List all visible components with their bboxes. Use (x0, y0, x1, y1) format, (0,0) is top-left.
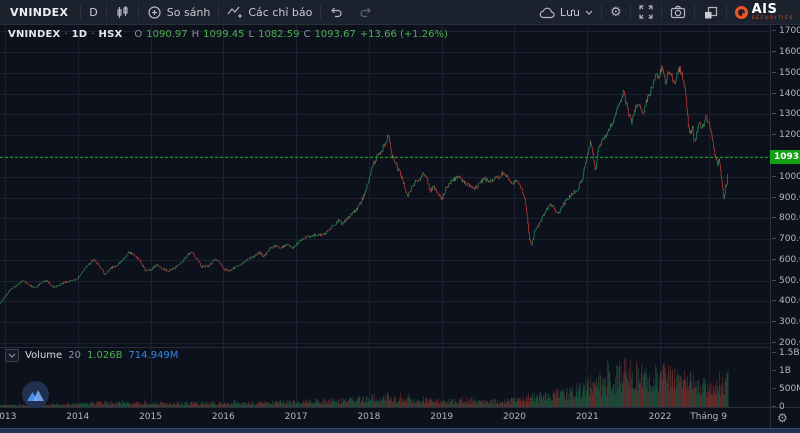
time-tick-label: 2016 (211, 412, 235, 422)
settings-button[interactable]: ⚙ (602, 0, 630, 25)
price-tick-label: 1600.00 (771, 47, 800, 57)
fullscreen-icon (639, 5, 653, 19)
time-tick-label: 2019 (430, 412, 454, 422)
candlestick-icon (117, 5, 128, 18)
time-tick-label: 2015 (139, 412, 162, 422)
indicators-label: Các chỉ báo (248, 5, 313, 19)
price-tick-label: 1400.00 (771, 89, 800, 99)
layout-button[interactable] (695, 0, 726, 25)
time-scale[interactable] (0, 407, 800, 428)
toolbar-separator (105, 4, 107, 20)
redo-button[interactable] (351, 0, 381, 25)
scales-settings-button[interactable]: ⚙ (777, 411, 788, 425)
chevron-down-icon (8, 353, 16, 358)
volume-tick-label: 1.5B (771, 348, 800, 358)
time-tick-label: 2018 (357, 412, 381, 422)
compare-button[interactable]: So sánh (139, 0, 219, 25)
price-tick-label: 600.00 (771, 255, 800, 265)
price-scale[interactable] (770, 25, 800, 428)
toolbar-separator (693, 4, 695, 20)
brand-name: AIS (751, 1, 778, 17)
toolbar-separator (629, 4, 631, 20)
price-tick-label: 1700.00 (771, 26, 800, 36)
brand-subtitle: SECURITIES (751, 15, 794, 21)
open-value: 1090.97 (146, 29, 188, 40)
change-value: +13.66 (+1.26%) (359, 29, 448, 40)
time-tick-label: Tháng 9 (690, 412, 727, 422)
chevron-down-icon (585, 10, 593, 15)
volume-tick-label: 1B (771, 366, 791, 376)
close-value: 1093.67 (314, 29, 356, 40)
legend-symbol[interactable]: VNINDEX (8, 29, 61, 40)
cloud-icon (539, 7, 555, 18)
price-tick-label: 1500.00 (771, 68, 800, 78)
current-price-label: 1093.67 (770, 150, 800, 165)
price-tick-label: 300.00 (771, 317, 800, 327)
snapshot-button[interactable] (662, 0, 694, 25)
price-tick-label: 800.00 (771, 213, 800, 223)
gear-icon: ⚙ (777, 411, 788, 425)
legend-exchange: HSX (98, 29, 123, 40)
price-legend: VNINDEX · 1D · HSX O 1090.97 H 1099.45 L… (8, 29, 448, 40)
volume-tick-label: 0 (771, 402, 785, 412)
high-value: 1099.45 (203, 29, 245, 40)
legend-interval: 1D (71, 29, 88, 40)
brand-ring-icon (734, 5, 748, 19)
fullscreen-button[interactable] (631, 0, 661, 25)
volume-legend: Volume 20 1.026B 714.949M (5, 349, 178, 362)
gear-icon: ⚙ (609, 4, 622, 20)
undo-button[interactable] (321, 0, 351, 25)
indicators-wave-icon (227, 6, 243, 18)
symbol-button[interactable]: VNINDEX (10, 5, 69, 19)
broker-logo-button[interactable] (22, 381, 49, 408)
time-tick-label: 2021 (575, 412, 599, 422)
volume-collapse-button[interactable] (5, 349, 19, 362)
volume-tick-label: 500M (771, 384, 800, 394)
toolbar-separator (320, 4, 322, 20)
window-bottom-edge (0, 428, 800, 433)
price-tick-label: 400.00 (771, 296, 800, 306)
time-tick-label: 2014 (66, 412, 90, 422)
toolbar-separator (600, 4, 602, 20)
redo-icon (360, 7, 372, 18)
toolbar-separator (80, 4, 82, 20)
volume-ma-value: 714.949M (128, 350, 179, 361)
toolbar-right-group: Lưu ⚙ (531, 0, 800, 25)
toolbar-separator (725, 4, 727, 20)
price-tick-label: 1000.00 (771, 172, 800, 182)
camera-icon (670, 5, 685, 19)
price-tick-label: 700.00 (771, 234, 800, 244)
layout-icon (704, 6, 717, 18)
chart-area: VNINDEX · 1D · HSX O 1090.97 H 1099.45 L… (0, 25, 800, 433)
compare-label: So sánh (166, 5, 211, 19)
compare-plus-icon (148, 5, 161, 19)
brand-logo: AIS SECURITIES (727, 3, 800, 22)
save-button[interactable]: Lưu (531, 0, 601, 25)
indicators-button[interactable]: Các chỉ báo (219, 0, 320, 25)
price-tick-label: 1200.00 (771, 130, 800, 140)
volume-label: Volume (25, 350, 63, 361)
top-toolbar: VNINDEX D So sánh Các chỉ báo (0, 0, 800, 25)
volume-ma-length: 20 (68, 350, 81, 361)
chart-style-button[interactable] (107, 0, 138, 25)
volume-value: 1.026B (86, 350, 123, 361)
price-tick-label: 1300.00 (771, 109, 800, 119)
time-tick-label: 2013 (0, 412, 17, 422)
toolbar-separator (137, 4, 139, 20)
toolbar-separator (218, 4, 220, 20)
price-tick-label: 500.00 (771, 276, 800, 286)
price-tick-label: 900.00 (771, 193, 800, 203)
low-value: 1082.59 (258, 29, 300, 40)
price-chart-canvas[interactable] (0, 25, 770, 433)
time-tick-label: 2020 (503, 412, 526, 422)
save-label: Lưu (559, 5, 580, 19)
time-tick-label: 2022 (648, 412, 672, 422)
undo-icon (331, 7, 342, 18)
interval-button[interactable]: D (89, 5, 98, 19)
price-tick-label: 200.00 (771, 338, 800, 348)
toolbar-separator (660, 4, 662, 20)
mountain-logo-icon (27, 389, 44, 401)
time-tick-label: 2017 (284, 412, 308, 422)
